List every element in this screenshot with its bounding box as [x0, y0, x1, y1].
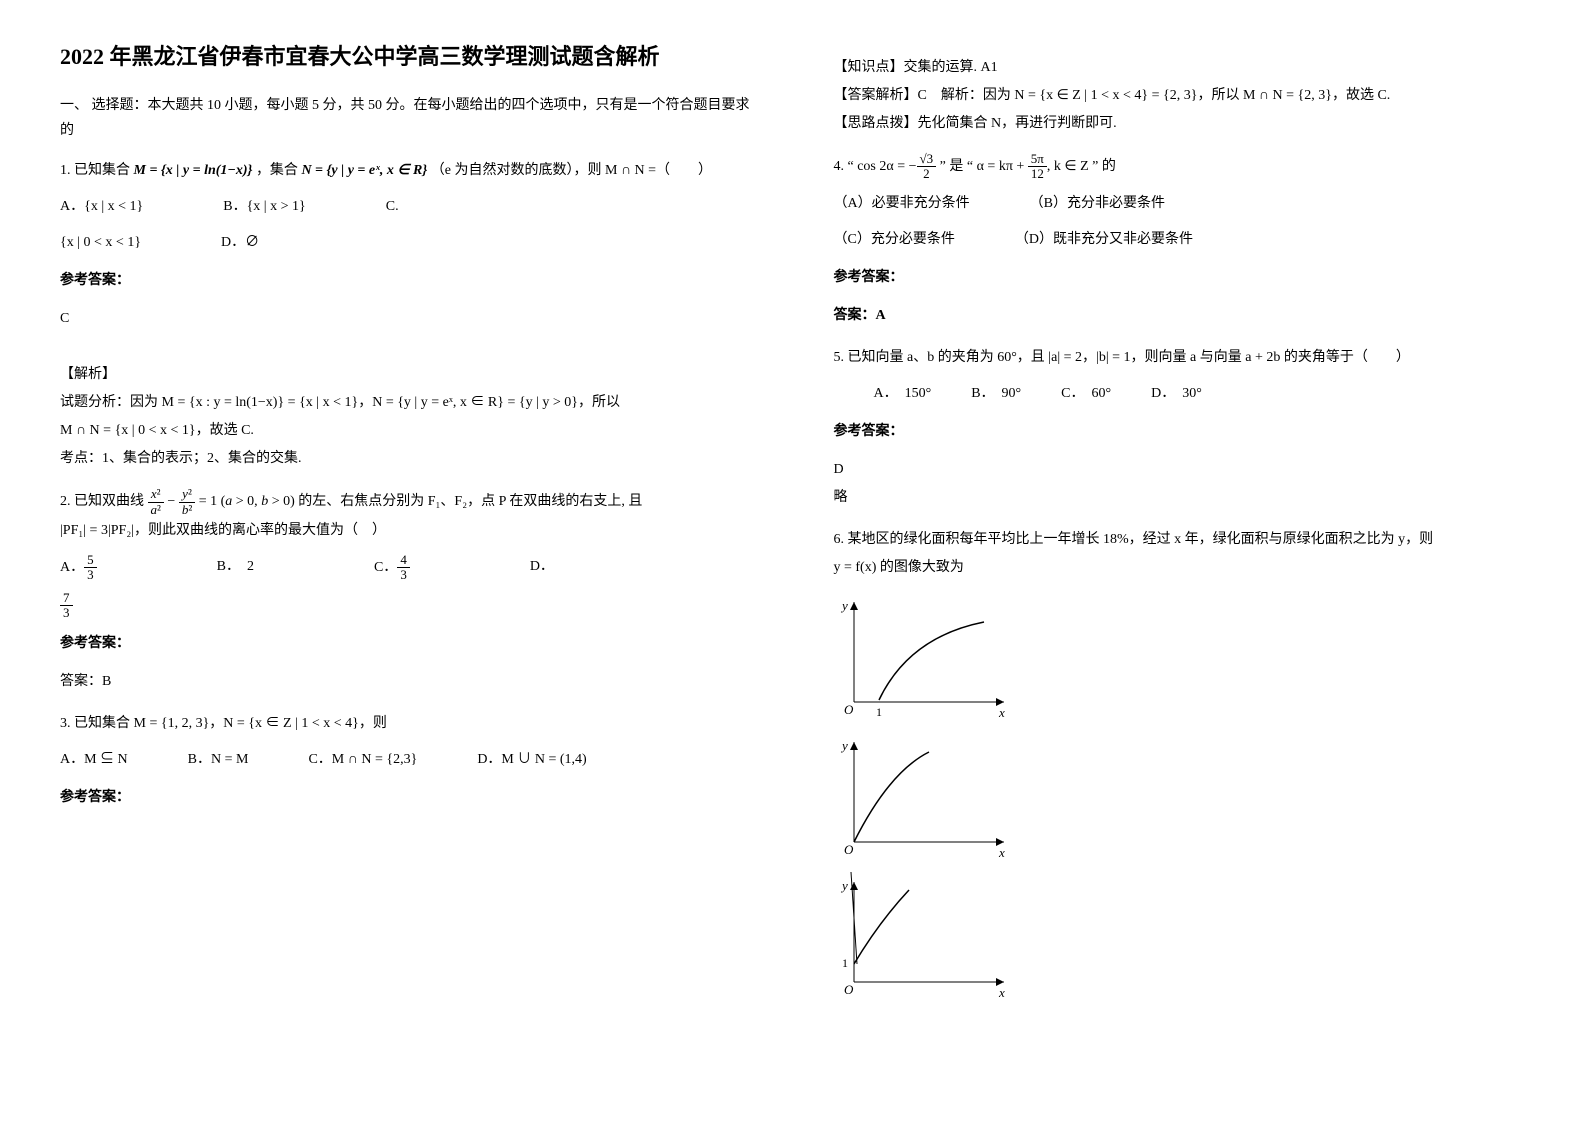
- q4-opt-a: （A）必要非充分条件: [834, 190, 970, 218]
- q3-stem: 3. 已知集合 M = {1, 2, 3}，N = {x ∈ Z | 1 < x…: [60, 710, 754, 738]
- right-column: 【知识点】交集的运算. A1 【答案解析】C 解析：因为 N = {x ∈ Z …: [834, 40, 1528, 1016]
- q1-opt-c: {x | 0 < x < 1}: [60, 229, 141, 257]
- q4-ans-label: 参考答案：: [834, 264, 1528, 292]
- q2-opt-c: C．: [374, 560, 397, 575]
- plot-3: O x y 1: [834, 872, 1014, 1002]
- q2-ans-label: 参考答案：: [60, 630, 754, 658]
- q5-opt-c: C． 60°: [1061, 380, 1111, 408]
- question-3: 3. 已知集合 M = {1, 2, 3}，N = {x ∈ Z | 1 < x…: [60, 710, 754, 812]
- q4-opt-d: （D）既非充分又非必要条件: [1015, 226, 1193, 254]
- svg-text:x: x: [998, 705, 1005, 720]
- svg-text:x: x: [998, 845, 1005, 860]
- q1-stem-b: ，集合: [256, 163, 302, 178]
- q1-jiexi: 试题分析：因为 M = {x : y = ln(1−x)} = {x | x <…: [60, 389, 754, 417]
- question-2: 2. 已知双曲线 x²a² − y²b² = 1 (a > 0, b > 0) …: [60, 487, 754, 696]
- q1-jiexi2: M ∩ N = {x | 0 < x < 1}，故选 C.: [60, 417, 754, 445]
- q5-lue: 略: [834, 484, 1528, 512]
- svg-text:1: 1: [842, 956, 848, 970]
- plot-1: O x y 1: [834, 592, 1014, 722]
- q2-stem: 2. 已知双曲线: [60, 494, 148, 509]
- q4-ans: 答案：A: [834, 302, 1528, 330]
- q1-ans: C: [60, 305, 754, 333]
- q4-opt-c: （C）充分必要条件: [834, 226, 955, 254]
- q6-stem-b: y = f(x) 的图像大致为: [834, 554, 1528, 582]
- q1-stem-c: （e 为自然对数的底数），则 M ∩ N =（ ）: [431, 163, 712, 178]
- q1-opt-a: A．{x | x < 1}: [60, 193, 143, 221]
- question-4: 4. “ cos 2α = −√32 ” 是 “ α = kπ + 5π12, …: [834, 152, 1528, 330]
- q2-opt-b: B． 2: [217, 553, 254, 583]
- q1-stem-a: 1. 已知集合: [60, 163, 134, 178]
- q3-opt-a: A．M ⊆ N: [60, 746, 128, 774]
- q2-ans: 答案：B: [60, 668, 754, 696]
- q5-ans: D: [834, 456, 1528, 484]
- svg-text:y: y: [840, 738, 848, 753]
- q3-ans-label: 参考答案：: [60, 784, 754, 812]
- q5-opt-d: D． 30°: [1151, 380, 1202, 408]
- q5-ans-label: 参考答案：: [834, 418, 1528, 446]
- q2-opt-d: D．: [530, 553, 554, 583]
- plot-2: O x y: [834, 732, 1014, 862]
- section-1-header: 一、 选择题：本大题共 10 小题，每小题 5 分，共 50 分。在每小题给出的…: [60, 93, 754, 143]
- q4-opt-b: （B）充分非必要条件: [1030, 190, 1165, 218]
- question-1: 1. 已知集合 M = {x | y = ln(1−x)} ，集合 N = {y…: [60, 157, 754, 473]
- q6-stem: 6. 某地区的绿化面积每年平均比上一年增长 18%，经过 x 年，绿化面积与原绿…: [834, 526, 1528, 554]
- q3-opt-b: B．N = M: [188, 746, 249, 774]
- q1-kaodian: 考点：1、集合的表示；2、集合的交集.: [60, 445, 754, 473]
- q4-stem-a: 4. “: [834, 159, 854, 174]
- svg-text:1: 1: [876, 705, 882, 719]
- left-column: 2022 年黑龙江省伊春市宜春大公中学高三数学理测试题含解析 一、 选择题：本大…: [60, 40, 754, 1016]
- question-5: 5. 已知向量 a、b 的夹角为 60°，且 |a| = 2，|b| = 1，则…: [834, 344, 1528, 512]
- question-6: 6. 某地区的绿化面积每年平均比上一年增长 18%，经过 x 年，绿化面积与原绿…: [834, 526, 1528, 1002]
- svg-text:x: x: [998, 985, 1005, 1000]
- q1-n: N = {y | y = eˣ, x ∈ R}: [301, 163, 427, 178]
- q1-m: M = {x | y = ln(1−x)}: [134, 163, 253, 178]
- q2-stem-b: 的左、右焦点分别为 F₁、F₂，点 P 在双曲线的右支上, 且: [298, 494, 642, 509]
- svg-text:O: O: [844, 982, 854, 997]
- q5-stem: 5. 已知向量 a、b 的夹角为 60°，且 |a| = 2，|b| = 1，则…: [834, 344, 1528, 372]
- svg-text:O: O: [844, 702, 854, 717]
- title: 2022 年黑龙江省伊春市宜春大公中学高三数学理测试题含解析: [60, 40, 754, 73]
- q1-jiexi-label: 【解析】: [60, 361, 754, 389]
- svg-text:y: y: [840, 878, 848, 893]
- svg-text:y: y: [840, 598, 848, 613]
- q3-jx: 【答案解析】C 解析：因为 N = {x ∈ Z | 1 < x < 4} = …: [834, 82, 1528, 110]
- q3-opt-c: C．M ∩ N = {2,3}: [308, 746, 417, 774]
- q4-stem-c: ” 的: [1092, 159, 1116, 174]
- q2-stem-c: |PF₁| = 3|PF₂|，则此双曲线的离心率的最大值为（ ）: [60, 517, 754, 545]
- q5-opt-b: B． 90°: [971, 380, 1021, 408]
- q5-opt-a: A． 150°: [874, 380, 932, 408]
- q1-opt-b: B．{x | x > 1}: [223, 193, 305, 221]
- q1-opt-c-prefix: C.: [386, 193, 399, 221]
- q1-ans-label: 参考答案：: [60, 267, 754, 295]
- q4-stem-b: ” 是 “: [940, 159, 973, 174]
- q3-kp: 【知识点】交集的运算. A1: [834, 54, 1528, 82]
- q3-sl: 【思路点拨】先化简集合 N，再进行判断即可.: [834, 110, 1528, 138]
- q3-opt-d: D．M ∪ N = (1,4): [477, 746, 586, 774]
- q2-opt-a: A．: [60, 560, 84, 575]
- q1-opt-d: D．∅: [221, 229, 259, 257]
- svg-text:O: O: [844, 842, 854, 857]
- question-3-continued: 【知识点】交集的运算. A1 【答案解析】C 解析：因为 N = {x ∈ Z …: [834, 54, 1528, 138]
